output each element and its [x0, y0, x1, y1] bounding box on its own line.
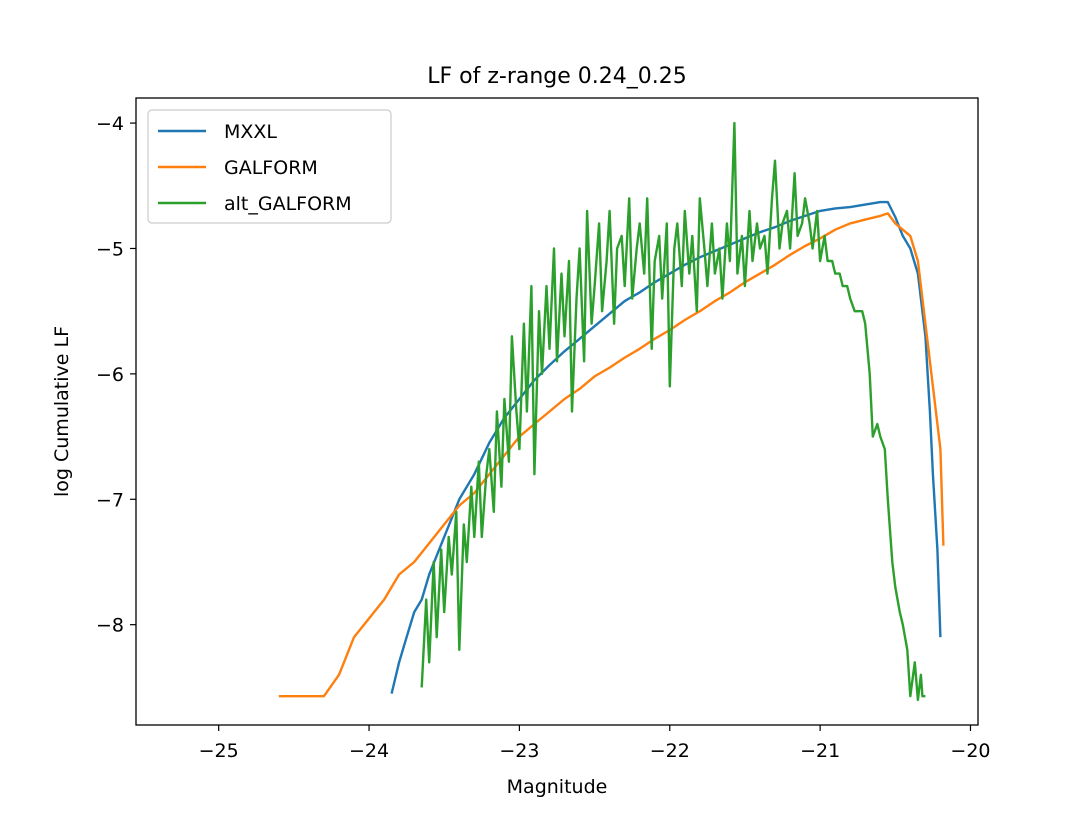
y-tick-label: −4 — [96, 113, 124, 135]
x-tick-label: −24 — [349, 740, 389, 762]
x-tick-label: −23 — [499, 740, 539, 762]
x-tick-label: −21 — [800, 740, 840, 762]
x-axis-label: Magnitude — [507, 776, 608, 798]
y-tick-label: −7 — [96, 489, 124, 511]
x-tick-label: −25 — [199, 740, 239, 762]
y-tick-label: −6 — [96, 364, 124, 386]
series-line-galform — [278, 212, 945, 698]
series-line-mxxl — [390, 200, 942, 694]
legend-entry-label: alt_GALFORM — [224, 193, 352, 215]
plot-area-frame — [135, 97, 979, 726]
legend: MXXL GALFORM alt_GALFORM — [147, 109, 392, 224]
x-tick-label: −22 — [650, 740, 690, 762]
legend-entry-label: GALFORM — [224, 157, 318, 179]
plot-series-group — [278, 121, 945, 702]
axes-group: −25 −24 −23 −22 −21 −20 −8 −7 −6 −5 −4 — [96, 97, 991, 762]
legend-entry-label: MXXL — [224, 121, 277, 143]
y-tick-label: −8 — [96, 615, 124, 637]
y-tick-label: −5 — [96, 238, 124, 260]
x-tick-label: −20 — [950, 740, 990, 762]
chart-title: LF of z-range 0.24_0.25 — [427, 64, 687, 89]
y-axis-label: log Cumulative LF — [51, 326, 73, 497]
legend-box — [147, 109, 392, 224]
series-line-alt-galform — [420, 121, 926, 702]
